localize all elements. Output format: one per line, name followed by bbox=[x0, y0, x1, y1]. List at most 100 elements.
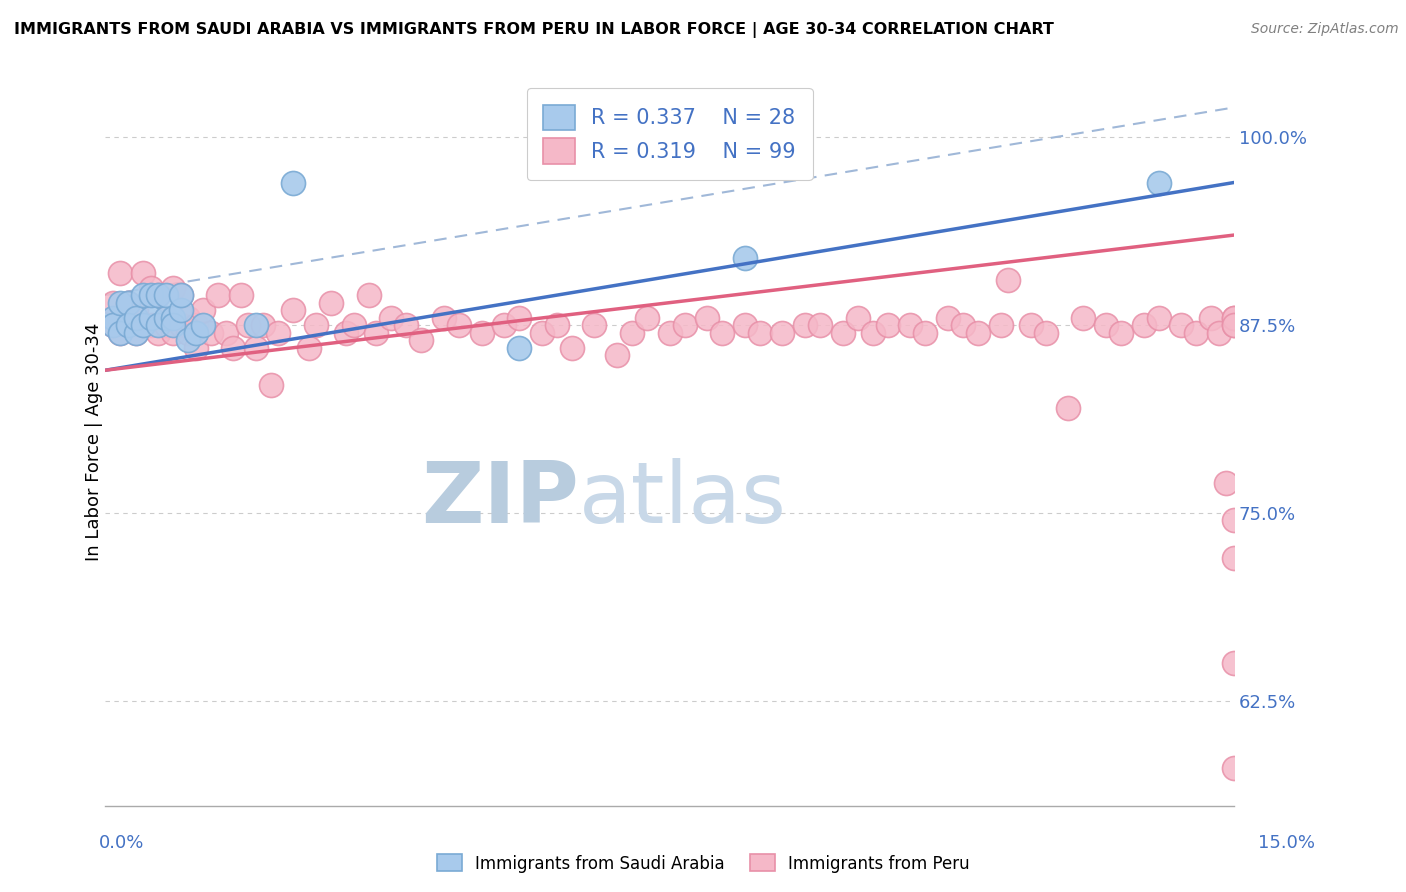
Point bbox=[1223, 318, 1246, 333]
Point bbox=[132, 266, 155, 280]
Point bbox=[936, 310, 959, 325]
Point bbox=[169, 288, 191, 302]
Point bbox=[162, 310, 184, 325]
Point bbox=[267, 326, 290, 340]
Point bbox=[110, 326, 132, 340]
Point bbox=[990, 318, 1012, 333]
Point bbox=[952, 318, 974, 333]
Point bbox=[862, 326, 884, 340]
Point bbox=[155, 310, 177, 325]
Text: ZIP: ZIP bbox=[422, 458, 579, 541]
Point bbox=[229, 288, 252, 302]
Point bbox=[238, 318, 260, 333]
Point bbox=[696, 310, 718, 325]
Point bbox=[1170, 318, 1192, 333]
Point bbox=[366, 326, 388, 340]
Point bbox=[132, 288, 155, 302]
Point bbox=[155, 310, 177, 325]
Point bbox=[1109, 326, 1132, 340]
Point bbox=[411, 333, 433, 347]
Point bbox=[748, 326, 770, 340]
Point bbox=[132, 318, 155, 333]
Point bbox=[606, 348, 628, 362]
Point bbox=[200, 326, 222, 340]
Point bbox=[1147, 310, 1170, 325]
Point bbox=[335, 326, 357, 340]
Point bbox=[110, 266, 132, 280]
Point bbox=[673, 318, 696, 333]
Y-axis label: In Labor Force | Age 30-34: In Labor Force | Age 30-34 bbox=[86, 322, 103, 561]
Point bbox=[193, 318, 215, 333]
Point bbox=[508, 341, 530, 355]
Point bbox=[433, 310, 456, 325]
Point bbox=[1223, 318, 1246, 333]
Point bbox=[1215, 475, 1237, 490]
Text: 0.0%: 0.0% bbox=[98, 834, 143, 852]
Point bbox=[734, 251, 756, 265]
Point bbox=[146, 288, 169, 302]
Point bbox=[1019, 318, 1042, 333]
Point bbox=[177, 333, 200, 347]
Point bbox=[146, 288, 169, 302]
Point bbox=[117, 295, 139, 310]
Point bbox=[530, 326, 553, 340]
Point bbox=[1132, 318, 1154, 333]
Point bbox=[169, 318, 191, 333]
Point bbox=[997, 273, 1019, 287]
Point bbox=[169, 288, 191, 302]
Point bbox=[162, 326, 184, 340]
Point bbox=[110, 326, 132, 340]
Point bbox=[1223, 310, 1246, 325]
Point bbox=[357, 288, 380, 302]
Point bbox=[734, 318, 756, 333]
Point bbox=[319, 295, 342, 310]
Point bbox=[898, 318, 921, 333]
Point bbox=[305, 318, 328, 333]
Point bbox=[177, 326, 200, 340]
Point bbox=[658, 326, 681, 340]
Point bbox=[1223, 761, 1246, 775]
Point bbox=[297, 341, 319, 355]
Point bbox=[260, 378, 283, 392]
Point bbox=[139, 288, 162, 302]
Point bbox=[711, 326, 734, 340]
Point bbox=[146, 318, 169, 333]
Point bbox=[252, 318, 274, 333]
Point bbox=[546, 318, 568, 333]
Point bbox=[146, 326, 169, 340]
Point bbox=[169, 303, 191, 318]
Point bbox=[831, 326, 853, 340]
Point bbox=[508, 310, 530, 325]
Point bbox=[470, 326, 492, 340]
Point bbox=[117, 318, 139, 333]
Point bbox=[101, 295, 124, 310]
Point bbox=[1208, 326, 1230, 340]
Point bbox=[124, 303, 146, 318]
Text: 15.0%: 15.0% bbox=[1257, 834, 1315, 852]
Point bbox=[1185, 326, 1208, 340]
Point bbox=[132, 318, 155, 333]
Point bbox=[245, 318, 267, 333]
Point bbox=[620, 326, 643, 340]
Point bbox=[494, 318, 516, 333]
Point bbox=[794, 318, 817, 333]
Point bbox=[636, 310, 658, 325]
Point bbox=[1223, 513, 1246, 527]
Point bbox=[343, 318, 366, 333]
Point bbox=[380, 310, 402, 325]
Point bbox=[117, 295, 139, 310]
Point bbox=[222, 341, 245, 355]
Point bbox=[207, 288, 229, 302]
Point bbox=[1073, 310, 1095, 325]
Point bbox=[184, 318, 207, 333]
Point bbox=[101, 318, 124, 333]
Point bbox=[177, 310, 200, 325]
Point bbox=[1095, 318, 1118, 333]
Point bbox=[101, 318, 124, 333]
Point bbox=[583, 318, 606, 333]
Text: atlas: atlas bbox=[579, 458, 787, 541]
Point bbox=[193, 303, 215, 318]
Point bbox=[846, 310, 869, 325]
Point bbox=[155, 318, 177, 333]
Point bbox=[1035, 326, 1057, 340]
